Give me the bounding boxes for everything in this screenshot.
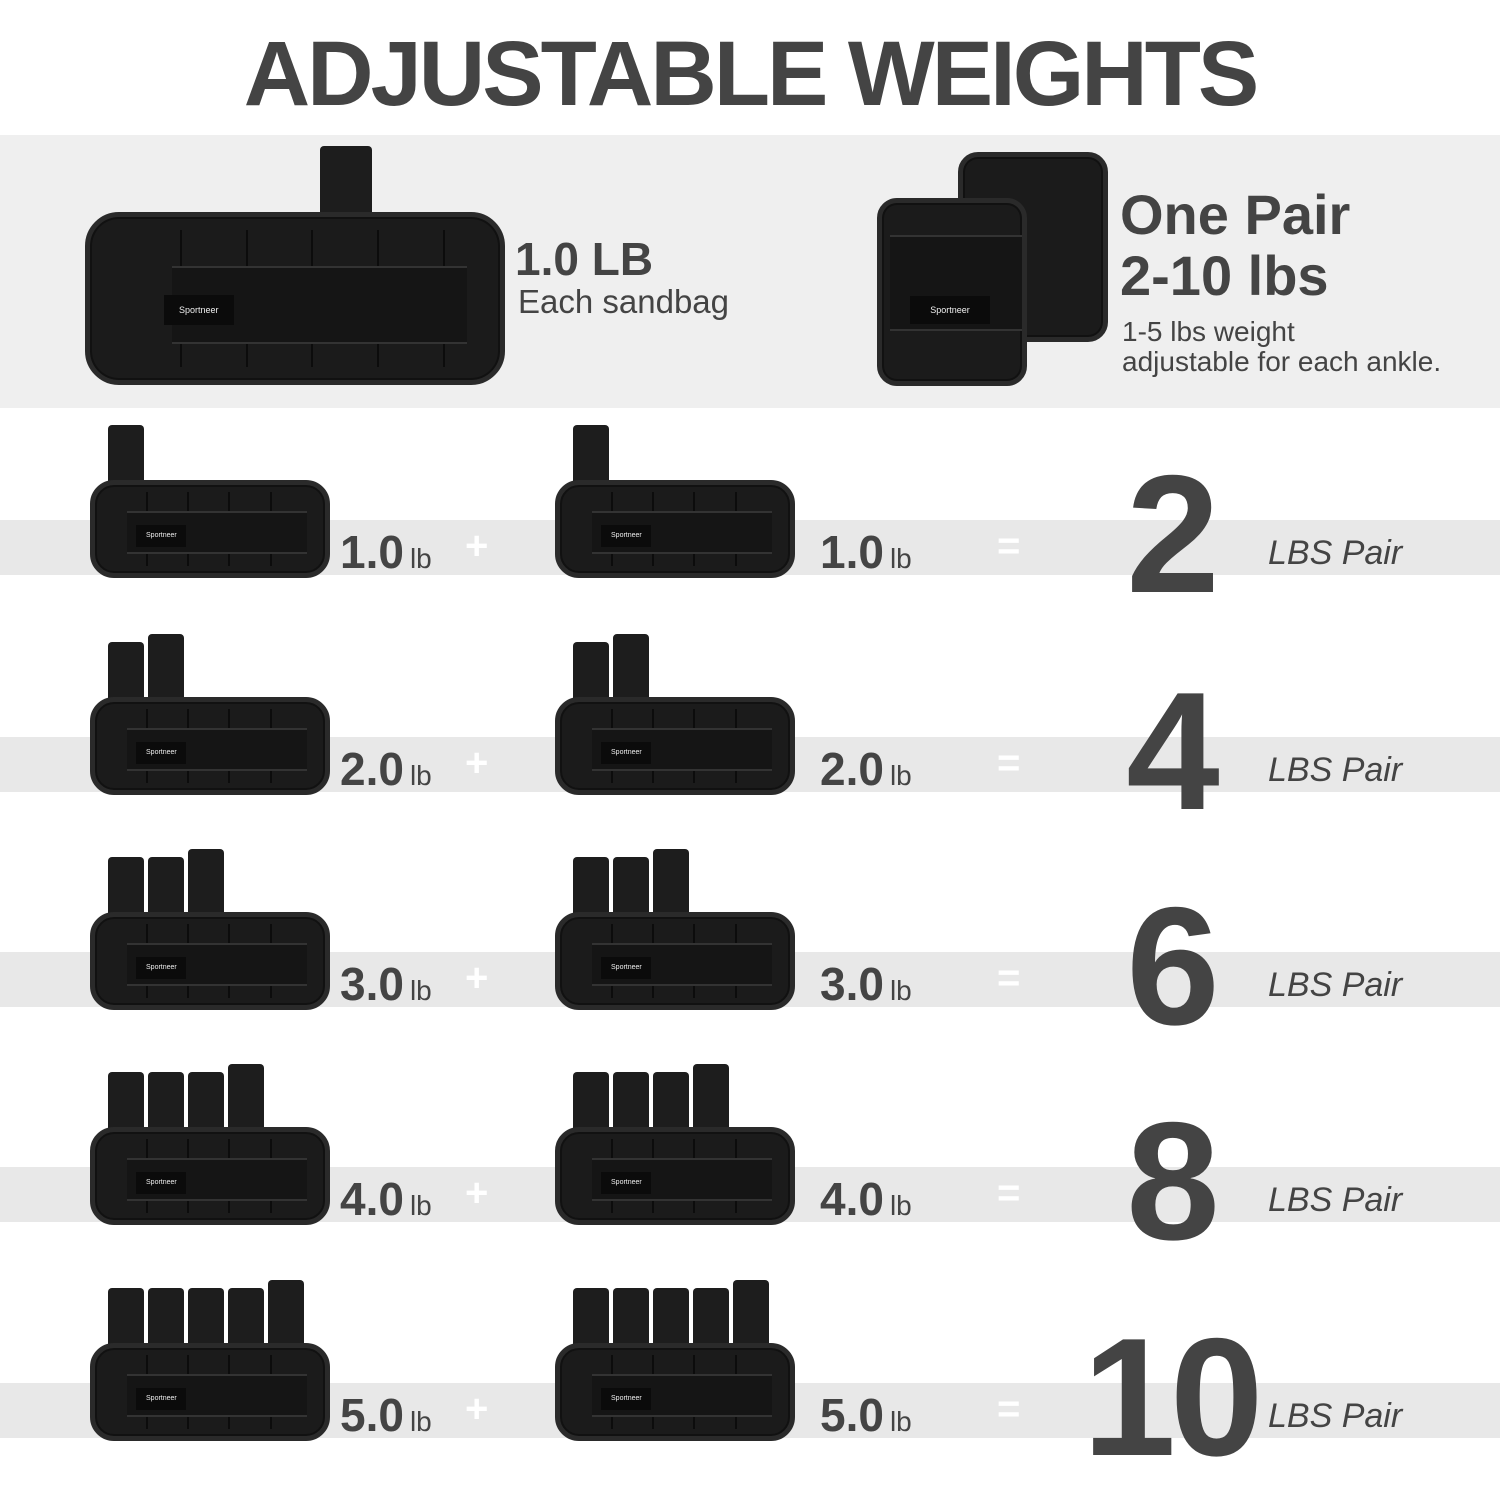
left-weight: 3.0 lb bbox=[340, 958, 432, 1010]
total-label: LBS Pair bbox=[1268, 534, 1403, 572]
total-label: LBS Pair bbox=[1268, 751, 1403, 789]
total-weight: 8 bbox=[1126, 1087, 1219, 1275]
ankle-weight-front: Sportneer bbox=[877, 198, 1027, 386]
ankle-weight-image: Sportneer bbox=[555, 912, 795, 1010]
sandbag-insert bbox=[148, 634, 184, 704]
right-weight: 1.0 lb bbox=[820, 526, 912, 578]
brand-logo: Sportneer bbox=[136, 956, 187, 979]
brand-logo: Sportneer bbox=[136, 1171, 187, 1194]
right-weight: 4.0 lb bbox=[820, 1173, 912, 1225]
equals-sign: = bbox=[997, 741, 1021, 785]
brand-logo: Sportneer bbox=[601, 956, 652, 979]
sandbag-caption: Each sandbag bbox=[518, 283, 730, 320]
ankle-weight-image: Sportneer bbox=[555, 697, 795, 795]
brand-logo: Sportneer bbox=[601, 524, 652, 547]
brand-logo: Sportneer bbox=[136, 1387, 187, 1410]
brand-logo: Sportneer bbox=[136, 524, 187, 547]
equals-sign: = bbox=[997, 1387, 1021, 1431]
ankle-weight-image: Sportneer bbox=[90, 912, 330, 1010]
brand-logo: Sportneer bbox=[136, 741, 187, 764]
total-label: LBS Pair bbox=[1268, 1181, 1403, 1219]
pair-range: 2-10 lbs bbox=[1120, 244, 1329, 307]
left-weight: 2.0 lb bbox=[340, 743, 432, 795]
ankle-weight-image: Sportneer bbox=[90, 697, 330, 795]
left-weight: 5.0 lb bbox=[340, 1389, 432, 1441]
sandbag-insert bbox=[228, 1064, 264, 1134]
brand-logo: Sportneer bbox=[910, 295, 990, 324]
equals-sign: = bbox=[997, 524, 1021, 568]
pair-desc-1: 1-5 lbs weight bbox=[1122, 316, 1295, 347]
ankle-weight-image: Sportneer bbox=[90, 1343, 330, 1441]
plus-sign: + bbox=[465, 1387, 489, 1431]
pair-desc-2: adjustable for each ankle. bbox=[1122, 346, 1442, 377]
brand-logo: Sportneer bbox=[601, 1171, 652, 1194]
plus-sign: + bbox=[465, 956, 489, 1000]
right-weight: 2.0 lb bbox=[820, 743, 912, 795]
page-title: ADJUSTABLE WEIGHTS bbox=[243, 23, 1260, 125]
sandbag-insert bbox=[693, 1064, 729, 1134]
sandbag-insert bbox=[268, 1280, 304, 1350]
total-weight: 4 bbox=[1126, 657, 1219, 845]
ankle-weight-image: Sportneer bbox=[555, 1127, 795, 1225]
left-weight: 4.0 lb bbox=[340, 1173, 432, 1225]
plus-sign: + bbox=[465, 741, 489, 785]
ankle-weight-image: Sportneer bbox=[90, 1127, 330, 1225]
total-weight: 10 bbox=[1082, 1303, 1264, 1491]
sandbag-insert bbox=[733, 1280, 769, 1350]
equals-sign: = bbox=[997, 1171, 1021, 1215]
ankle-weight-image: Sportneer bbox=[90, 480, 330, 578]
sandbag-insert bbox=[653, 849, 689, 919]
brand-logo: Sportneer bbox=[601, 741, 652, 764]
plus-sign: + bbox=[465, 524, 489, 568]
total-label: LBS Pair bbox=[1268, 966, 1403, 1004]
right-weight: 5.0 lb bbox=[820, 1389, 912, 1441]
total-label: LBS Pair bbox=[1268, 1397, 1403, 1435]
brand-logo: Sportneer bbox=[163, 295, 234, 326]
ankle-weight-image: Sportneer bbox=[555, 480, 795, 578]
plus-sign: + bbox=[465, 1171, 489, 1215]
left-weight: 1.0 lb bbox=[340, 526, 432, 578]
sandbag-weight: 1.0 LB bbox=[515, 233, 654, 285]
sandbag-insert bbox=[613, 634, 649, 704]
ankle-weight-image: Sportneer bbox=[555, 1343, 795, 1441]
right-weight: 3.0 lb bbox=[820, 958, 912, 1010]
equals-sign: = bbox=[997, 956, 1021, 1000]
ankle-weight-image: Sportneer bbox=[85, 212, 505, 385]
brand-logo: Sportneer bbox=[601, 1387, 652, 1410]
sandbag-insert bbox=[188, 849, 224, 919]
pair-title: One Pair bbox=[1120, 183, 1351, 246]
total-weight: 6 bbox=[1126, 872, 1219, 1060]
total-weight: 2 bbox=[1126, 440, 1219, 628]
